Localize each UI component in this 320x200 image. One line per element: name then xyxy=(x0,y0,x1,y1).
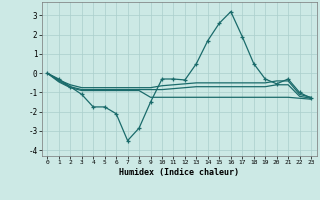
X-axis label: Humidex (Indice chaleur): Humidex (Indice chaleur) xyxy=(119,168,239,177)
